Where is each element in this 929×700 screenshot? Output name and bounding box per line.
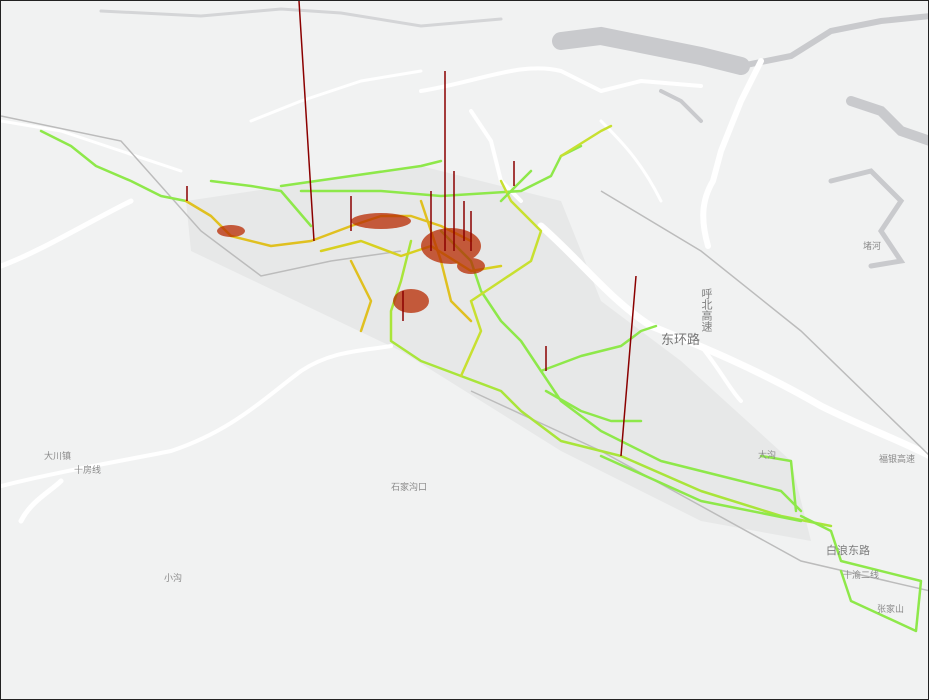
rivers: [99, 7, 928, 269]
label-east-ring-road: 东环路: [661, 333, 701, 348]
traffic-spikes: [186, 1, 637, 457]
label-dagou: 大沟: [758, 451, 777, 461]
roads: [1, 58, 928, 524]
label-dachuan-town: 大川镇: [44, 452, 72, 462]
railways: [1, 115, 928, 592]
label-shifang-line: 十房线: [74, 466, 102, 476]
label-shijiagoukou: 石家沟口: [391, 483, 428, 493]
congestion-hotspots: [217, 213, 485, 313]
label-baihe-east-road: 白浪东路: [826, 544, 870, 557]
label-xiaogou: 小沟: [164, 574, 183, 584]
label-river: 堵河: [863, 242, 882, 252]
label-fuyin-expressway: 福银高速: [879, 455, 916, 465]
label-shiyu-line: 十渝二线: [843, 571, 880, 581]
label-zhangjiashan: 张家山: [877, 605, 905, 615]
label-hubei-expressway: 呼北高速: [700, 288, 713, 332]
traffic-lines: [39, 124, 923, 633]
